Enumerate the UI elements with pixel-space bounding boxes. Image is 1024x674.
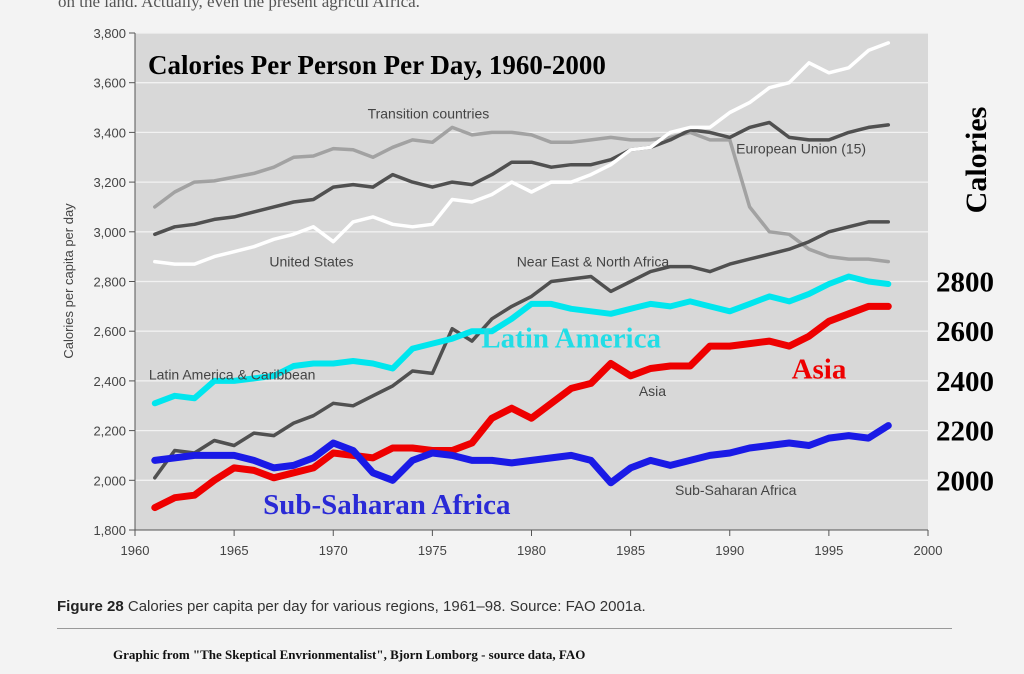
chart-title: Calories Per Person Per Day, 1960-2000 [148, 50, 606, 80]
series-line-united-states [153, 41, 891, 266]
right-tick-label: 2800 [936, 267, 994, 299]
annotation-latin-big: Latin America [481, 322, 661, 354]
right-tick-label: 2400 [936, 366, 994, 398]
x-axis: 1960 1965 1970 1975 1980 1985 1990 1995 2000 [121, 529, 943, 558]
annotation-us: United States [269, 254, 353, 270]
caption-text: Calories per capita per day for various … [127, 598, 646, 615]
figure-caption: Figure 28 Calories per capita per day fo… [57, 598, 646, 615]
annotations: Transition countries European Union (15) U… [149, 106, 866, 521]
right-tick-label: 2200 [936, 416, 994, 448]
annotation-lac: Latin America & Caribbean [149, 367, 316, 383]
right-tick-label: 2600 [936, 316, 994, 348]
y-axis-title: Calories per capita per day [61, 203, 76, 359]
y-tick-label: 2,000 [93, 473, 126, 488]
y-tick-label: 2,600 [93, 324, 126, 339]
series-line-near-east-north-africa [153, 220, 891, 480]
y-tick-label: 3,400 [93, 125, 126, 140]
x-tick-label: 1970 [319, 543, 348, 558]
right-axis-ticks: 2800 2600 2400 2200 2000 [936, 267, 994, 498]
y-tick-label: 3,600 [93, 76, 126, 91]
y-tick-label: 3,200 [93, 175, 126, 190]
x-tick-label: 1960 [121, 543, 150, 558]
x-tick-label: 1965 [220, 543, 249, 558]
series-line-latin-america-caribbean [151, 273, 892, 407]
series-line-european-union-15 [153, 120, 891, 237]
gridlines [135, 32, 928, 481]
series-line-sub-saharan-africa [151, 422, 892, 487]
series-line-transition-countries [153, 125, 891, 264]
annotation-transition: Transition countries [368, 106, 490, 122]
x-tick-label: 1985 [616, 543, 645, 558]
x-tick-label: 1980 [517, 543, 546, 558]
y-tick-label: 2,200 [93, 424, 126, 439]
annotation-asia-big: Asia [792, 353, 847, 385]
figure-label: Figure 28 [57, 598, 124, 615]
annotation-nena: Near East & North Africa [517, 254, 670, 270]
x-tick-label: 1995 [814, 543, 843, 558]
annotation-asia-small: Asia [639, 383, 666, 399]
x-tick-label: 2000 [914, 543, 943, 558]
series-lines [151, 41, 892, 512]
y-tick-label: 3,000 [93, 225, 126, 240]
divider [57, 628, 952, 629]
y-tick-label: 3,800 [93, 26, 126, 41]
credit-line: Graphic from "The Skeptical Envrionmenta… [113, 647, 586, 662]
series-line-asia [151, 302, 892, 512]
y-tick-label: 1,800 [93, 523, 126, 538]
x-tick-label: 1990 [715, 543, 744, 558]
y-tick-label: 2,400 [93, 374, 126, 389]
annotation-ssa-small: Sub-Saharan Africa [675, 482, 797, 498]
x-tick-label: 1975 [418, 543, 447, 558]
annotation-ssa-big: Sub-Saharan Africa [263, 489, 511, 521]
right-tick-label: 2000 [936, 465, 994, 497]
y-axis: 1,800 2,000 2,200 2,400 2,600 2,800 3,000 3,200… [93, 26, 136, 538]
header-text: on the land. Actually, even the present … [58, 0, 420, 11]
right-axis-title: Calories [960, 107, 993, 214]
annotation-eu: European Union (15) [736, 141, 866, 157]
y-tick-label: 2,800 [93, 275, 126, 290]
